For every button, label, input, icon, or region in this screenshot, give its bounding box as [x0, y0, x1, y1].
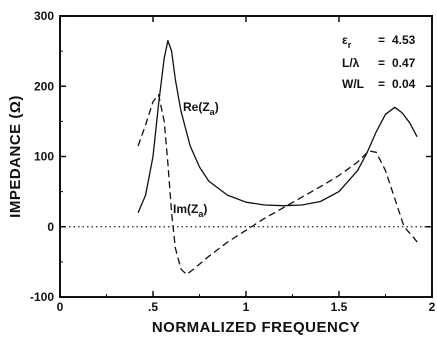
y-tick-label: 0 — [47, 220, 54, 234]
series-label-re-za: Re(Za) — [183, 100, 219, 117]
param-value: 0.47 — [392, 56, 416, 70]
series-line-im-za — [137, 94, 420, 276]
x-tick-label: .5 — [148, 300, 158, 314]
param-equals: = — [378, 77, 385, 91]
x-tick-label: 2 — [429, 300, 436, 314]
param-value: 0.04 — [392, 77, 416, 91]
y-axis-title: IMPEDANCE (Ω) — [7, 95, 24, 218]
param-equals: = — [378, 33, 385, 47]
y-tick-label: 300 — [34, 9, 54, 23]
param-symbol: L/λ — [342, 56, 360, 70]
y-tick-label: 100 — [34, 150, 54, 164]
param-symbol: W/L — [342, 77, 364, 91]
y-tick-label: -100 — [30, 290, 54, 304]
y-tick-label: 200 — [34, 79, 54, 93]
x-tick-label: 1 — [243, 300, 250, 314]
x-axis-title: NORMALIZED FREQUENCY — [152, 319, 360, 336]
param-value: 4.53 — [392, 33, 416, 47]
x-tick-label: 0 — [57, 300, 64, 314]
param-symbol: εr — [342, 33, 352, 50]
series-label-im-za: Im(Za) — [173, 202, 207, 219]
plot-frame — [59, 15, 433, 298]
series-line-re-za — [137, 39, 418, 213]
param-equals: = — [378, 56, 385, 70]
x-tick-label: 1.5 — [331, 300, 348, 314]
